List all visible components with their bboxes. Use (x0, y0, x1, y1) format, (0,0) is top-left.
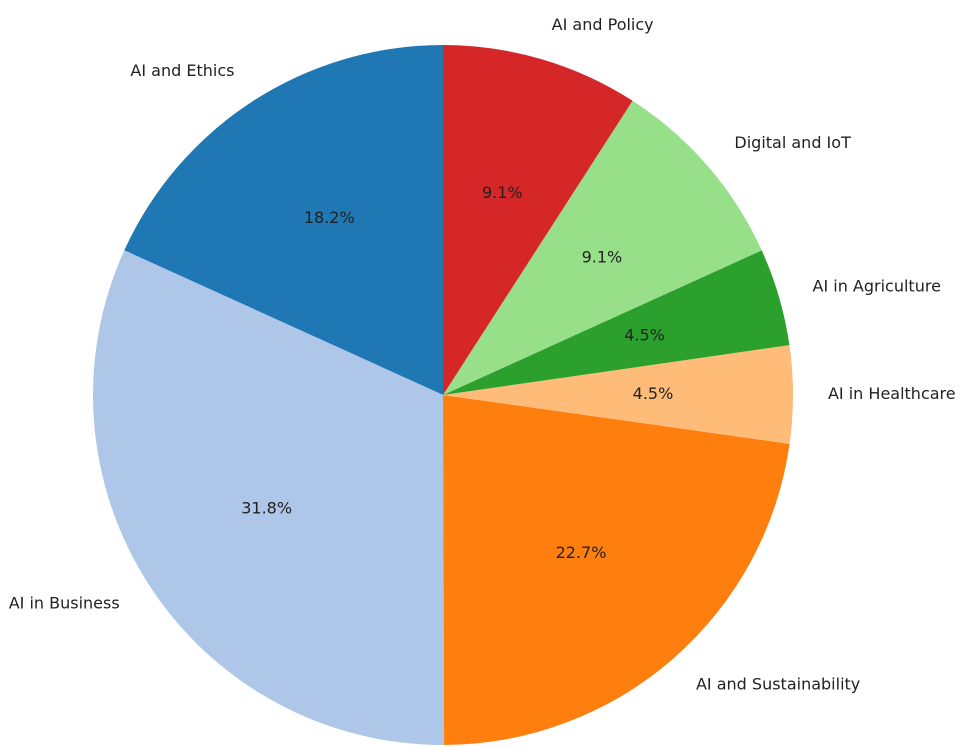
percent-label: 18.2% (304, 208, 355, 227)
slice-label: AI and Policy (552, 15, 654, 34)
slice-label: AI and Sustainability (696, 675, 860, 694)
percent-label: 4.5% (624, 326, 665, 345)
pie-slice (443, 44, 633, 395)
pie-slice (93, 250, 445, 746)
pie-slice (443, 100, 762, 396)
slice-label: Digital and IoT (734, 133, 851, 152)
percent-label: 9.1% (482, 183, 523, 202)
pie-slice (124, 45, 443, 395)
percent-label: 4.5% (633, 384, 674, 403)
percent-label: 9.1% (582, 247, 623, 266)
slice-label: AI in Business (9, 594, 120, 613)
slice-label: AI in Healthcare (828, 384, 956, 403)
percent-label: 31.8% (241, 499, 292, 518)
pie-slice (443, 250, 790, 395)
slice-label: AI in Agriculture (813, 276, 941, 295)
pie-slice (443, 395, 790, 745)
slice-label: AI and Ethics (130, 61, 234, 80)
pie-slice (443, 345, 793, 444)
percent-label: 22.7% (556, 543, 607, 562)
